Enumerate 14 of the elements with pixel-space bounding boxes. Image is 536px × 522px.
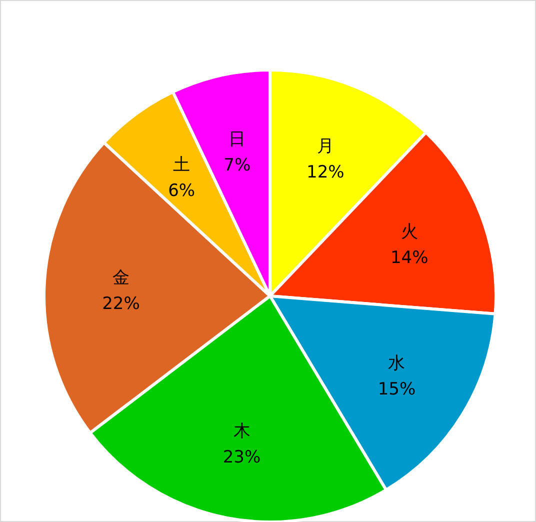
data-label: 22% <box>102 294 140 314</box>
data-label: 6% <box>168 180 196 201</box>
slice-label: 日 <box>228 130 246 150</box>
slice-label: 月 <box>316 136 334 157</box>
data-label: 7% <box>224 156 251 176</box>
data-label: 23% <box>222 447 261 468</box>
data-label: 14% <box>390 248 428 268</box>
data-label: 15% <box>378 380 416 400</box>
slice-label: 土 <box>173 154 190 175</box>
slice-label: 金 <box>112 268 130 288</box>
slice-label: 火 <box>400 222 418 242</box>
slice-label: 水 <box>388 354 406 374</box>
data-label: 12% <box>306 162 344 183</box>
slice-label: 木 <box>233 421 250 442</box>
